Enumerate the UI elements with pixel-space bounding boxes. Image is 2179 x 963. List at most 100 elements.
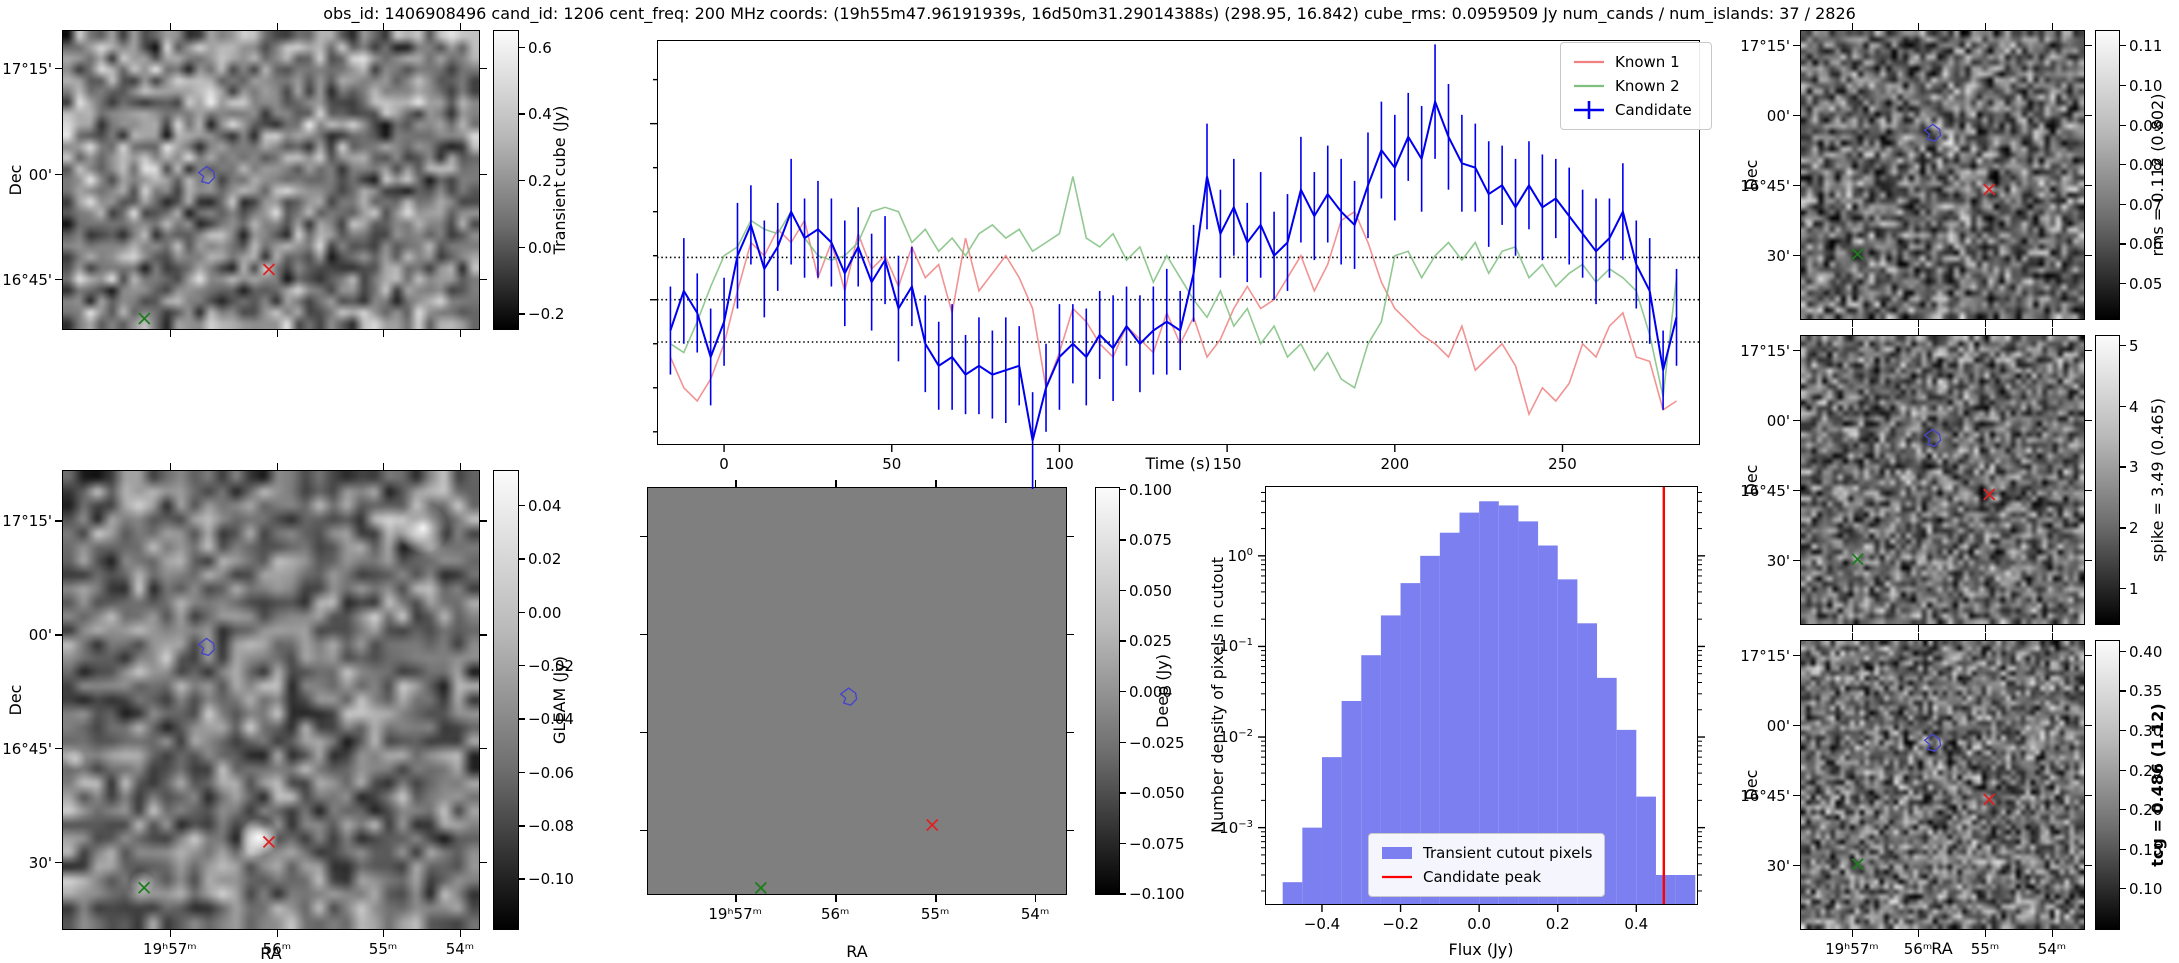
axis-tick: [1917, 320, 1920, 327]
dec-tick-label: 17°15': [1740, 342, 1790, 361]
known1-x-marker: [1983, 183, 1996, 196]
known1-line-icon: [1574, 60, 1604, 64]
axis-tick: [2085, 560, 2092, 562]
histogram-bar: [1420, 555, 1440, 905]
axis-tick: [519, 313, 525, 315]
axis-tick: [480, 634, 487, 636]
axis-tick: [2120, 466, 2126, 468]
histogram-bar: [1538, 545, 1558, 905]
spike-marker-overlay: [1851, 428, 1996, 566]
axis-tick: [2120, 243, 2126, 245]
axis-tick: [276, 930, 279, 937]
density-tick-label: 10−3: [1219, 818, 1253, 837]
ra-axis-label: RA: [260, 944, 282, 963]
spike-colorbar-label: spike = 3.49 (0.465): [2148, 397, 2167, 563]
colorbar-tick-label: 0.15: [2129, 840, 2163, 859]
dec-tick-label: 00': [28, 626, 52, 645]
candidate-island-contour: [197, 165, 216, 185]
axis-tick: [519, 46, 525, 49]
colorbar-tick-label: 0.09: [2129, 116, 2163, 135]
candidate-lightcurve: [669, 98, 1678, 441]
axis-tick: [2051, 328, 2054, 335]
axis-tick: [1917, 930, 1920, 937]
axis-tick: [480, 520, 487, 522]
time-tick-label: 150: [1213, 455, 1242, 473]
rms-marker-overlay: [1851, 123, 1996, 261]
axis-tick: [1120, 488, 1126, 491]
dec-tick-label: 17°15': [1740, 647, 1790, 666]
dec-tick-label: 17°15': [2, 60, 52, 79]
axis-tick: [2085, 865, 2092, 867]
axis-tick: [1120, 589, 1126, 592]
histogram-bar: [1636, 796, 1656, 905]
colorbar-tick-label: 3: [2129, 458, 2139, 477]
axis-tick: [2085, 184, 2092, 187]
density-tick-label: 10−2: [1219, 728, 1253, 747]
colorbar-tick-label: 0.6: [528, 38, 552, 57]
flux-tick-label: 0.2: [1546, 915, 1570, 933]
hist-y-axis-label: Number density of pixels in cutout: [1208, 557, 1227, 833]
colorbar-tick-label: 4: [2129, 397, 2139, 416]
histogram-bar: [1479, 501, 1499, 905]
lightcurve-legend: Known 1 Known 2 Candidate: [1560, 42, 1712, 130]
legend-label: Known 2: [1615, 76, 1680, 95]
ra-tick-label: 56ᵐ: [820, 905, 850, 923]
axis-tick: [519, 611, 525, 614]
rms-cutout-panel: [1800, 30, 2085, 320]
axis-tick: [1851, 930, 1854, 937]
axis-tick: [2120, 729, 2126, 732]
axis-tick: [1793, 489, 1800, 492]
gleam-colorbar: [493, 470, 519, 930]
axis-tick: [835, 480, 837, 487]
known1-lightcurve: [669, 210, 1677, 417]
dec-tick-label: 00': [1766, 411, 1790, 430]
axis-tick: [2085, 255, 2092, 257]
ra-tick-label: 54ᵐ: [2037, 940, 2067, 958]
rms-image: [1801, 31, 2084, 319]
ra-axis-label: RA: [1931, 939, 1953, 958]
axis-tick: [519, 665, 525, 667]
legend-label: Candidate: [1615, 100, 1692, 119]
known1-x-marker: [1983, 488, 1996, 501]
axis-tick: [2120, 344, 2126, 347]
axis-tick: [1984, 23, 1987, 30]
time-tick-label: 250: [1548, 455, 1577, 473]
ra-tick-label: 54ᵐ: [445, 940, 475, 958]
axis-tick: [1917, 625, 1920, 632]
axis-tick: [1917, 633, 1920, 640]
histogram-bar: [1439, 532, 1460, 905]
axis-tick: [1793, 560, 1800, 562]
candidate-island-contour: [839, 687, 858, 706]
axis-tick: [1851, 633, 1854, 640]
figure-title: obs_id: 1406908496 cand_id: 1206 cent_fr…: [323, 4, 1856, 23]
axis-tick: [519, 246, 525, 248]
time-tick-label: 50: [882, 455, 901, 473]
axis-tick: [1793, 794, 1800, 797]
known2-x-marker: [1851, 858, 1864, 871]
legend-label: Candidate peak: [1423, 867, 1542, 886]
axis-tick: [1793, 350, 1800, 352]
axis-tick: [1120, 741, 1126, 743]
axis-tick: [1851, 625, 1854, 632]
candidate-island-contour: [197, 637, 216, 657]
axis-tick: [640, 633, 647, 636]
axis-tick: [2120, 769, 2126, 772]
axis-tick: [2120, 809, 2126, 811]
axis-tick: [1851, 23, 1854, 30]
axis-tick: [519, 180, 525, 182]
dec-tick-label: 30': [1766, 247, 1790, 266]
known1-x-marker: [262, 263, 276, 276]
histogram-legend: Transient cutout pixels Candidate peak: [1368, 833, 1606, 897]
colorbar-tick-label: 0.100: [1129, 480, 1172, 499]
axis-tick: [1120, 792, 1126, 794]
axis-tick: [1793, 655, 1800, 657]
axis-tick: [1120, 640, 1126, 642]
axis-tick: [383, 463, 385, 470]
axis-tick: [480, 279, 487, 281]
axis-tick: [55, 747, 62, 750]
axis-tick: [519, 825, 525, 827]
axis-tick: [1984, 633, 1987, 640]
spike-colorbar: [2095, 335, 2120, 625]
dec-axis-label: Dec: [6, 164, 25, 196]
